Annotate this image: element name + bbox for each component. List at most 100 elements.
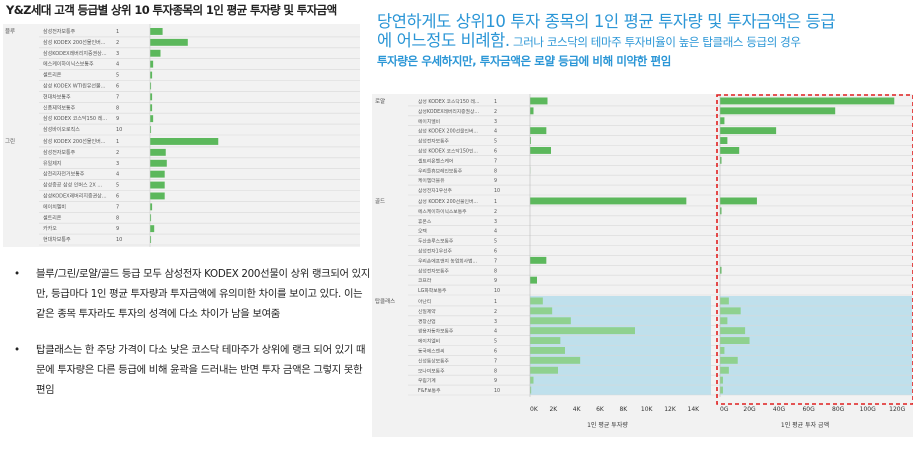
headline: 당연하게도 상위10 투자 종목의 1인 평균 투자량 및 투자금액은 등급 에… (377, 12, 912, 71)
item-name: 삼성KODEX레버리지증권상... (418, 108, 479, 115)
page-title: Y&Z세대 고객 등급별 상위 10 투자종목의 1인 평균 투자량 및 투자금… (6, 3, 337, 17)
item-name: 신일제약 (418, 308, 436, 315)
item-name: 에이치엘비 (418, 338, 440, 345)
qty-bar (530, 366, 558, 374)
amount-bar (720, 347, 725, 354)
bar-mark (150, 38, 188, 46)
qty-bar (530, 337, 561, 344)
item-rank: 3 (494, 219, 497, 225)
amount-bar (720, 327, 746, 335)
item-rank: 10 (116, 127, 122, 133)
bullet-mark: • (14, 268, 20, 280)
item-rank: 4 (494, 229, 497, 235)
item-name: 우림기계 (418, 377, 436, 384)
left-tick-label: 14K (688, 406, 701, 413)
qty-bar (530, 97, 548, 105)
item-rank: 5 (116, 183, 119, 189)
grade-label: 탑클래스 (375, 297, 395, 305)
item-rank: 4 (494, 129, 497, 135)
item-name: 삼성전자보통주 (418, 267, 449, 274)
headline-line3c: 로얄 등급에 비해 미약한 편임 (530, 54, 671, 68)
item-rank: 2 (116, 150, 119, 156)
bar-mark (150, 93, 153, 101)
bar-mark (150, 214, 152, 222)
item-rank: 3 (494, 119, 497, 125)
left-tick-label: 2K (549, 406, 558, 413)
left-tick-label: 0K (530, 406, 539, 413)
qty-bar (530, 386, 532, 394)
amount-bar (720, 366, 729, 374)
item-rank: 6 (494, 149, 497, 155)
item-name: 에스케이하이닉스보통주 (43, 61, 94, 68)
item-rank: 5 (494, 239, 497, 245)
item-name: 삼성 KODEX 200선물인버... (43, 39, 106, 46)
headline-line3b: 투자금액은 (479, 54, 531, 68)
item-rank: 9 (116, 116, 119, 122)
qty-bar (530, 297, 543, 305)
qty-bar (530, 327, 635, 335)
item-rank: 6 (116, 194, 119, 200)
item-name: 유일제지 (43, 160, 61, 167)
item-rank: 2 (494, 209, 497, 215)
item-name: 에이치엘비 (418, 118, 440, 125)
item-rank: 9 (494, 178, 497, 184)
right-tick-label: 0G (720, 406, 729, 413)
amount-bar (720, 137, 728, 144)
left-tick-label: 8K (619, 406, 628, 413)
item-name: 삼성전자1우선주 (418, 248, 453, 255)
bar-mark (150, 192, 165, 200)
bar-mark (150, 159, 167, 167)
item-name: 삼성전자보통주 (418, 138, 449, 145)
qty-bar (530, 276, 537, 284)
item-name: 삼천리자전거보통주 (43, 171, 85, 178)
item-rank: 10 (494, 388, 500, 394)
bullet-item-2: • 탑클래스는 한 주당 가격이 다소 낮은 코스닥 테마주가 상위에 랭크 되어… (14, 340, 374, 400)
highlight-box (716, 94, 913, 405)
bullet-text: 탑클래스는 한 주당 가격이 다소 낮은 코스닥 테마주가 상위에 랭크 되어 … (36, 344, 366, 396)
item-name: 삼성 KODEX 코스닥150 레... (418, 98, 479, 105)
amount-bar (720, 117, 725, 125)
bullet-list: • 블루/그린/로얄/골드 등급 모두 삼성전자 KODEX 200선물이 상위 … (14, 264, 374, 416)
item-rank: 9 (494, 378, 497, 384)
qty-bar (530, 107, 534, 115)
item-rank: 10 (494, 188, 500, 194)
qty-bar (530, 137, 531, 144)
blue-green-chart: 블루 삼성전자보통주 1삼성 KODEX 200선물인버... 2삼성KODEX레버리… (3, 24, 360, 247)
bullet-item-1: • 블루/그린/로얄/골드 등급 모두 삼성전자 KODEX 200선물이 상위 … (14, 264, 374, 324)
item-name: 경창산업 (418, 318, 436, 325)
item-rank: 3 (116, 161, 119, 167)
bullet-mark: • (14, 344, 20, 356)
item-name: 삼성 KODEX 200선물인버... (418, 198, 478, 205)
amount-bar (720, 376, 723, 384)
right-tick-label: 100G (860, 406, 876, 413)
bar-mark (150, 203, 153, 211)
item-name: 삼성전자보통주 (43, 28, 76, 35)
item-name: F&F보통주 (418, 388, 441, 394)
item-rank: 10 (116, 237, 122, 243)
item-name: 셀트리온 (43, 72, 62, 79)
headline-line2a: 에 어느정도 비례함. (377, 31, 510, 50)
left-tick-label: 12K (664, 406, 677, 413)
qty-bar (530, 256, 547, 264)
item-name: 신성통상보통주 (418, 357, 449, 364)
item-name: 카카오 (43, 225, 57, 232)
headline-line3a: 투자량은 우세하지만, (377, 54, 480, 68)
item-rank: 6 (494, 249, 497, 255)
bar-mark (150, 126, 152, 133)
item-name: 에이치엘비 (43, 203, 66, 210)
item-rank: 5 (494, 339, 497, 345)
amount-bar (720, 197, 757, 205)
item-name: 쌍용자동차보통주 (418, 328, 454, 335)
grade-label: 골드 (375, 198, 385, 205)
item-name: 삼성전자보통주 (43, 149, 76, 156)
item-name: 모나미보통주 (418, 367, 445, 374)
item-rank: 10 (494, 288, 500, 294)
item-name: 에스케이하이닉스보통주 (418, 208, 467, 215)
amount-bar (720, 356, 738, 364)
item-rank: 4 (116, 172, 119, 178)
item-rank: 5 (116, 73, 119, 79)
bar-mark (150, 28, 163, 35)
left-axis-title: 1인 평균 투자량 (587, 421, 628, 429)
item-name: 삼성바이오로직스 (43, 126, 80, 133)
item-name: 삼성KODEX레버리지증권상... (43, 50, 107, 57)
